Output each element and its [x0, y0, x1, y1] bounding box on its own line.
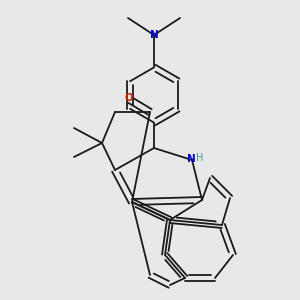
Text: N: N	[187, 154, 196, 164]
Text: N: N	[150, 30, 158, 40]
Text: H: H	[196, 153, 203, 163]
Text: O: O	[124, 94, 133, 103]
